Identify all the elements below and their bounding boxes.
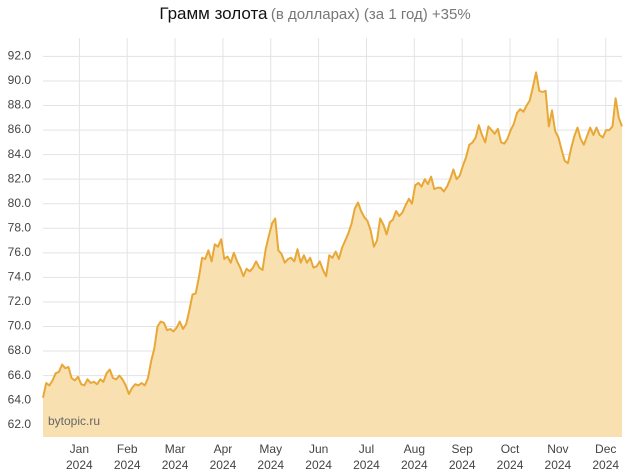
y-tick-label: 70.0 [8,319,32,333]
x-tick-year: 2024 [449,458,476,472]
x-tick-month: Jan [70,442,89,456]
y-tick-label: 86.0 [8,122,32,136]
y-tick-label: 84.0 [8,147,32,161]
x-tick-month: Oct [501,442,520,456]
x-tick-year: 2024 [592,458,619,472]
y-tick-label: 82.0 [8,171,32,185]
x-tick-month: Apr [214,442,233,456]
y-tick-label: 66.0 [8,368,32,382]
y-tick-label: 72.0 [8,294,32,308]
x-tick-month: Feb [117,442,138,456]
x-tick-month: Jul [359,442,374,456]
chart-subtitle: (в долларах) (за 1 год) +35% [271,6,471,23]
y-tick-label: 92.0 [8,49,32,63]
x-tick-month: Sep [451,442,473,456]
x-tick-month: Aug [404,442,425,456]
x-tick-month: May [259,442,282,456]
x-tick-month: Mar [165,442,186,456]
line [42,71,623,398]
x-tick-year: 2024 [305,458,332,472]
plot-area: Jan 2024 Feb 2024 Mar 2024 Apr 2024 May 2024 Jun 20… [8,38,623,472]
x-tick-year: 2024 [401,458,428,472]
y-tick-label: 80.0 [8,196,32,210]
chart-heading: Грамм золота (в долларах) (за 1 год) +35… [159,4,470,23]
chart-title: Грамм золота [159,4,268,23]
x-tick-month: Jun [309,442,328,456]
y-tick-label: 68.0 [8,343,32,357]
y-tick-label: 88.0 [8,98,32,112]
x-tick-year: 2024 [66,458,93,472]
area [43,72,622,438]
x-tick-year: 2024 [545,458,572,472]
y-tick-label: 74.0 [8,270,32,284]
x-tick-month: Dec [595,442,616,456]
x-tick-year: 2024 [497,458,524,472]
watermark: bytopic.ru [48,414,100,428]
y-tick-label: 90.0 [8,73,32,87]
y-tick-label: 62.0 [8,417,32,431]
x-tick-year: 2024 [162,458,189,472]
x-tick-year: 2024 [210,458,237,472]
x-tick-year: 2024 [353,458,380,472]
x-tick-year: 2024 [114,458,141,472]
y-tick-label: 64.0 [8,392,32,406]
x-tick-month: Nov [547,442,568,456]
y-tick-label: 78.0 [8,220,32,234]
y-tick-label: 76.0 [8,245,32,259]
x-tick-year: 2024 [257,458,284,472]
